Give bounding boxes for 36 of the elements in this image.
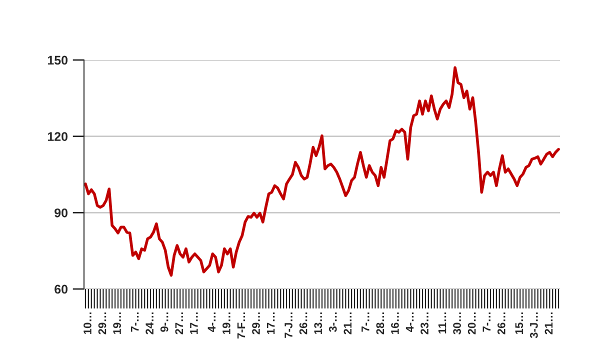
x-tick-label: 29… xyxy=(98,312,106,334)
x-tick-label: 11… xyxy=(438,312,446,334)
x-tick-label: 7-… xyxy=(362,312,370,332)
x-tick-label: 23… xyxy=(420,312,428,334)
x-tick-label: 4-… xyxy=(406,312,414,332)
x-tick-label: 9-… xyxy=(160,312,168,332)
y-tick-label: 120 xyxy=(48,132,68,141)
y-tick-label: 150 xyxy=(48,56,68,65)
x-tick-label: 21… xyxy=(344,312,352,334)
x-tick-label: 7-J… xyxy=(284,312,292,338)
x-tick-label: 19… xyxy=(113,312,121,334)
line-series xyxy=(84,66,560,277)
x-tick-label: 10… xyxy=(84,312,92,334)
x-tick-label: 21… xyxy=(544,312,553,334)
x-tick-label: 24… xyxy=(146,312,154,334)
x-tick-label: 17… xyxy=(190,312,198,334)
x-tick-label: 19… xyxy=(222,312,230,334)
y-tick-label: 90 xyxy=(54,208,68,218)
x-tick-label: 13… xyxy=(314,312,322,334)
x-tick-label: 3-J… xyxy=(530,312,538,338)
x-tick-label: 7-… xyxy=(482,312,490,332)
x-tick-label: 3-… xyxy=(328,312,337,332)
x-tick-label: 26… xyxy=(497,312,506,334)
x-tick-label: 16… xyxy=(391,312,399,334)
x-tick-label: 28… xyxy=(376,312,384,334)
y-tick-label: 60 xyxy=(54,284,68,294)
x-tick-label: 15… xyxy=(515,312,524,334)
x-tick-label: 26… xyxy=(299,312,308,334)
x-tick-label: 29… xyxy=(252,312,260,334)
x-tick-label: 27… xyxy=(175,312,183,334)
x-tick-label: 7-F… xyxy=(237,312,246,339)
x-tick-label: 7-… xyxy=(130,312,139,332)
x-tick-label: 17… xyxy=(266,312,275,334)
x-tick-label: 20… xyxy=(468,312,476,334)
x-tick-label: 4-… xyxy=(208,312,216,332)
x-tick-label: 30… xyxy=(453,312,461,334)
